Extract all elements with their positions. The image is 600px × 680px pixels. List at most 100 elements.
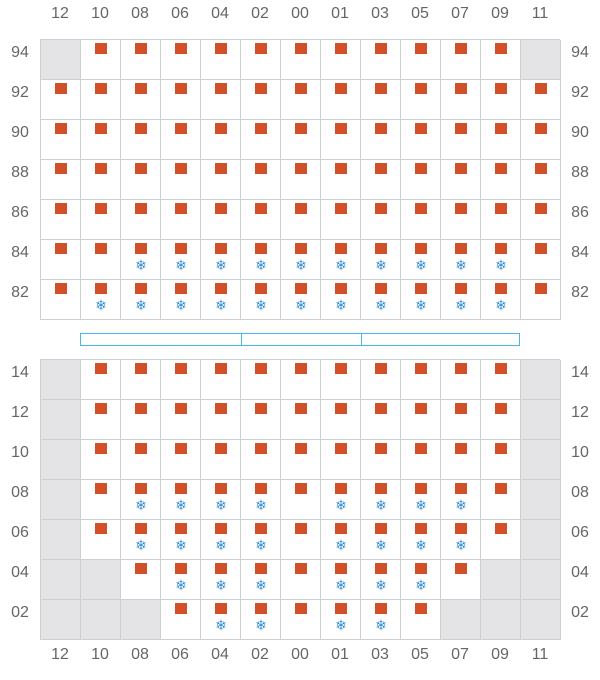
cold-slot-cell[interactable]: ❄ [361, 520, 401, 560]
slot-cell[interactable] [481, 520, 521, 560]
slot-cell[interactable] [161, 360, 201, 400]
cold-slot-cell[interactable]: ❄ [161, 240, 201, 280]
slot-cell[interactable] [241, 40, 281, 80]
cold-slot-cell[interactable]: ❄ [441, 240, 481, 280]
slot-cell[interactable] [81, 480, 121, 520]
cold-slot-cell[interactable]: ❄ [201, 600, 241, 640]
slot-cell[interactable] [81, 520, 121, 560]
slot-cell[interactable] [161, 40, 201, 80]
slot-cell[interactable] [41, 80, 81, 120]
slot-cell[interactable] [281, 360, 321, 400]
slot-cell[interactable] [321, 160, 361, 200]
slot-cell[interactable] [321, 80, 361, 120]
slot-cell[interactable] [481, 400, 521, 440]
cold-slot-cell[interactable]: ❄ [201, 560, 241, 600]
cold-slot-cell[interactable]: ❄ [441, 520, 481, 560]
slot-cell[interactable] [161, 600, 201, 640]
slot-cell[interactable] [441, 400, 481, 440]
slot-cell[interactable] [521, 280, 561, 320]
slot-cell[interactable] [201, 200, 241, 240]
cold-slot-cell[interactable]: ❄ [281, 240, 321, 280]
slot-cell[interactable] [281, 40, 321, 80]
slot-cell[interactable] [121, 440, 161, 480]
cold-slot-cell[interactable]: ❄ [361, 240, 401, 280]
cold-slot-cell[interactable]: ❄ [201, 280, 241, 320]
cold-slot-cell[interactable]: ❄ [401, 480, 441, 520]
cold-slot-cell[interactable]: ❄ [81, 280, 121, 320]
cold-slot-cell[interactable]: ❄ [161, 480, 201, 520]
slot-cell[interactable] [81, 40, 121, 80]
slot-cell[interactable] [81, 440, 121, 480]
cold-slot-cell[interactable]: ❄ [481, 280, 521, 320]
cold-slot-cell[interactable]: ❄ [281, 280, 321, 320]
slot-cell[interactable] [241, 80, 281, 120]
slot-cell[interactable] [281, 80, 321, 120]
slot-cell[interactable] [361, 160, 401, 200]
slot-cell[interactable] [201, 360, 241, 400]
slot-cell[interactable] [281, 160, 321, 200]
slot-cell[interactable] [81, 400, 121, 440]
cold-slot-cell[interactable]: ❄ [121, 480, 161, 520]
slot-cell[interactable] [401, 160, 441, 200]
cold-slot-cell[interactable]: ❄ [321, 280, 361, 320]
slot-cell[interactable] [321, 120, 361, 160]
slot-cell[interactable] [281, 480, 321, 520]
slot-cell[interactable] [281, 120, 321, 160]
cold-slot-cell[interactable]: ❄ [241, 240, 281, 280]
slot-cell[interactable] [161, 160, 201, 200]
slot-cell[interactable] [441, 80, 481, 120]
slot-cell[interactable] [281, 440, 321, 480]
slot-cell[interactable] [41, 120, 81, 160]
slot-cell[interactable] [281, 400, 321, 440]
slot-cell[interactable] [481, 200, 521, 240]
slot-cell[interactable] [241, 440, 281, 480]
slot-cell[interactable] [121, 80, 161, 120]
slot-cell[interactable] [121, 560, 161, 600]
slot-cell[interactable] [241, 360, 281, 400]
slot-cell[interactable] [201, 400, 241, 440]
cold-slot-cell[interactable]: ❄ [241, 520, 281, 560]
slot-cell[interactable] [521, 80, 561, 120]
slot-cell[interactable] [441, 560, 481, 600]
slot-cell[interactable] [441, 200, 481, 240]
slot-cell[interactable] [281, 600, 321, 640]
cold-slot-cell[interactable]: ❄ [321, 520, 361, 560]
slot-cell[interactable] [161, 400, 201, 440]
slot-cell[interactable] [521, 200, 561, 240]
slot-cell[interactable] [81, 160, 121, 200]
slot-cell[interactable] [361, 440, 401, 480]
slot-cell[interactable] [401, 40, 441, 80]
slot-cell[interactable] [281, 560, 321, 600]
slot-cell[interactable] [481, 440, 521, 480]
slot-cell[interactable] [41, 160, 81, 200]
cold-slot-cell[interactable]: ❄ [161, 280, 201, 320]
slot-cell[interactable] [361, 40, 401, 80]
cold-slot-cell[interactable]: ❄ [401, 520, 441, 560]
cold-slot-cell[interactable]: ❄ [321, 560, 361, 600]
slot-cell[interactable] [361, 120, 401, 160]
slot-cell[interactable] [401, 600, 441, 640]
slot-cell[interactable] [321, 360, 361, 400]
slot-cell[interactable] [241, 120, 281, 160]
slot-cell[interactable] [481, 160, 521, 200]
slot-cell[interactable] [41, 200, 81, 240]
slot-cell[interactable] [201, 40, 241, 80]
slot-cell[interactable] [401, 440, 441, 480]
slot-cell[interactable] [201, 440, 241, 480]
slot-cell[interactable] [161, 440, 201, 480]
slot-cell[interactable] [441, 360, 481, 400]
slot-cell[interactable] [321, 440, 361, 480]
slot-cell[interactable] [121, 120, 161, 160]
cold-slot-cell[interactable]: ❄ [401, 280, 441, 320]
slot-cell[interactable] [321, 400, 361, 440]
slot-cell[interactable] [361, 200, 401, 240]
slot-cell[interactable] [321, 40, 361, 80]
cold-slot-cell[interactable]: ❄ [441, 480, 481, 520]
cold-slot-cell[interactable]: ❄ [121, 280, 161, 320]
slot-cell[interactable] [401, 360, 441, 400]
slot-cell[interactable] [161, 120, 201, 160]
slot-cell[interactable] [121, 360, 161, 400]
cold-slot-cell[interactable]: ❄ [321, 240, 361, 280]
slot-cell[interactable] [521, 160, 561, 200]
cold-slot-cell[interactable]: ❄ [361, 480, 401, 520]
